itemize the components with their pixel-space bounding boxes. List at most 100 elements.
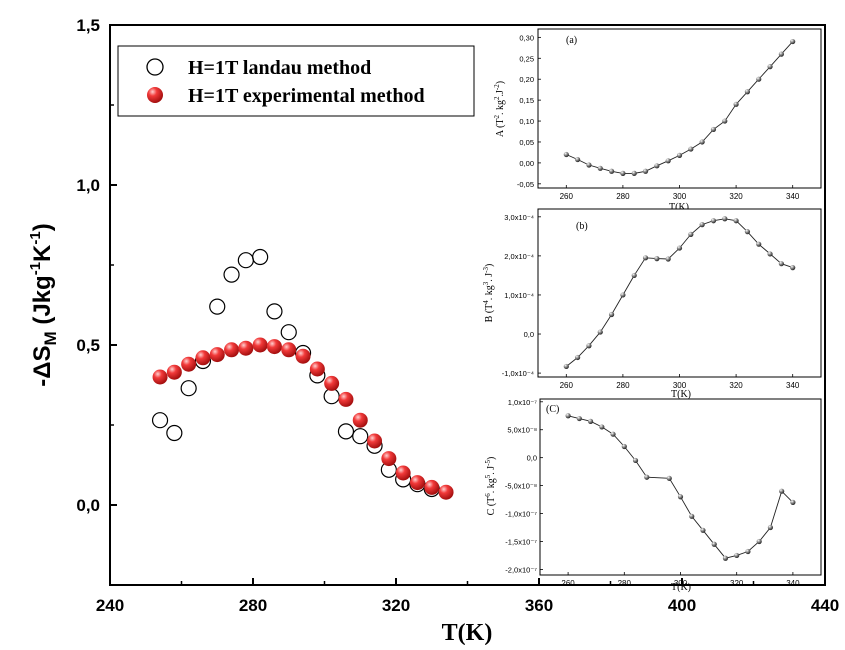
experimental-point xyxy=(224,342,240,358)
inset-point xyxy=(608,311,615,318)
inset-c-series xyxy=(565,413,796,561)
inset-y-tick-label: 0,0 xyxy=(524,330,534,339)
inset-point xyxy=(733,101,739,107)
inset-point xyxy=(575,354,581,361)
inset-point xyxy=(699,139,705,145)
inset-b: 260 280 300 320 340 -1,0x10⁻⁴ 0,0 1,0x10⁻⁴ 2,0x1… xyxy=(482,208,822,400)
legend-label-experimental: H=1T experimental method xyxy=(188,85,425,107)
main-y-tick-label: 0,0 xyxy=(76,496,100,515)
inset-point xyxy=(642,168,649,174)
inset-x-tick-label: 320 xyxy=(730,579,744,588)
main-y-axis-label: -ΔSM (Jkg-1K-1) xyxy=(27,223,60,386)
landau-point xyxy=(166,424,183,442)
main-y-tick-label: 0,5 xyxy=(76,336,100,355)
inset-point xyxy=(608,168,615,174)
landau-point xyxy=(180,380,197,397)
inset-x-tick-label: 260 xyxy=(560,192,574,201)
inset-y-tick-label: -1,0x10⁻⁴ xyxy=(502,369,534,378)
main-y-axis: 0,0 0,5 1,0 1,5 xyxy=(76,16,117,586)
landau-point xyxy=(252,248,269,266)
inset-point xyxy=(563,151,569,158)
inset-point xyxy=(790,265,796,271)
inset-point xyxy=(778,261,784,267)
landau-point xyxy=(223,266,240,283)
inset-y-tick-label: -1,5x10⁻⁷ xyxy=(505,537,537,546)
inset-c-x-label: T(K) xyxy=(671,582,691,593)
inset-point xyxy=(756,76,762,82)
experimental-point xyxy=(281,342,297,358)
landau-point xyxy=(352,428,369,445)
inset-x-tick-label: 280 xyxy=(616,381,630,390)
inset-point xyxy=(722,118,728,124)
inset-point xyxy=(621,443,627,450)
inset-y-tick-label: 0,10 xyxy=(519,117,534,126)
inset-y-tick-label: -1,0x10⁻⁷ xyxy=(505,510,537,519)
inset-a-annotation: (a) xyxy=(566,35,577,46)
experimental-point xyxy=(352,412,368,428)
experimental-point xyxy=(309,361,325,377)
inset-point xyxy=(767,64,773,70)
inset-point xyxy=(744,229,751,235)
inset-a: 260 280 300 320 340 -0,05 0,00 0,05 0,10 0,15 0,20… xyxy=(493,28,822,213)
inset-point xyxy=(587,418,594,424)
inset-y-tick-label: 0,00 xyxy=(519,159,534,168)
inset-point xyxy=(710,126,717,133)
inset-point xyxy=(767,251,773,257)
inset-point xyxy=(620,170,626,176)
inset-point xyxy=(599,424,605,430)
legend-marker-landau xyxy=(146,58,164,76)
inset-x-tick-label: 300 xyxy=(673,192,687,201)
main-y-tick-label: 1,5 xyxy=(76,16,100,35)
inset-x-tick-label: 340 xyxy=(786,579,800,588)
inset-point xyxy=(734,552,740,559)
experimental-point xyxy=(367,433,383,449)
inset-point xyxy=(632,457,639,464)
main-x-axis: 240 280 320 360 400 440 xyxy=(96,578,839,615)
inset-point xyxy=(586,343,592,349)
experimental-point xyxy=(395,465,411,481)
inset-b-frame xyxy=(537,208,822,378)
experimental-point xyxy=(238,340,254,356)
inset-b-y-label: B (T4. kg3. J-3) xyxy=(482,264,495,323)
landau-point xyxy=(151,412,169,429)
inset-a-frame xyxy=(537,28,822,189)
legend-marker-experimental xyxy=(147,87,163,103)
inset-y-tick-label: 1,0x10⁻⁷ xyxy=(508,398,537,407)
inset-x-tick-label: 260 xyxy=(561,579,575,588)
experimental-point xyxy=(381,451,397,467)
main-y-tick-label: 1,0 xyxy=(76,176,100,195)
inset-y-tick-label: 5,0x10⁻⁸ xyxy=(507,426,537,435)
inset-y-tick-label: -2,0x10⁻⁷ xyxy=(505,565,537,574)
inset-point xyxy=(677,494,684,500)
inset-b-x-label: T(K) xyxy=(671,389,691,400)
inset-x-tick-label: 260 xyxy=(560,381,574,390)
inset-y-tick-label: 0,05 xyxy=(519,138,534,147)
inset-a-y-label: A (T2. kg2.J-2) xyxy=(493,81,506,137)
inset-point xyxy=(688,231,694,237)
inset-point xyxy=(565,413,571,419)
inset-y-tick-label: 1,0x10⁻⁴ xyxy=(504,291,534,300)
experimental-point xyxy=(266,339,282,355)
experimental-point xyxy=(438,484,454,500)
inset-x-tick-label: 320 xyxy=(729,192,743,201)
inset-c-frame xyxy=(539,398,822,576)
inset-point xyxy=(790,499,796,505)
inset-x-tick-label: 300 xyxy=(674,579,688,588)
inset-point xyxy=(665,158,671,164)
inset-point xyxy=(699,222,705,228)
inset-x-tick-label: 320 xyxy=(729,381,743,390)
inset-x-tick-label: 280 xyxy=(618,579,632,588)
inset-point xyxy=(654,256,660,262)
landau-point xyxy=(280,324,297,341)
experimental-point xyxy=(424,479,440,495)
inset-y-tick-label: 0,0 xyxy=(527,454,537,463)
inset-point xyxy=(779,488,785,494)
main-x-tick-label: 360 xyxy=(525,596,553,615)
inset-point xyxy=(676,245,683,251)
inset-c: 260 280 300 320 340 -2,0x10⁻⁷ -1,5x10⁻⁷ -1,0x10… xyxy=(484,398,822,593)
inset-point xyxy=(676,152,683,158)
inset-point xyxy=(597,329,603,335)
inset-point xyxy=(790,38,796,45)
